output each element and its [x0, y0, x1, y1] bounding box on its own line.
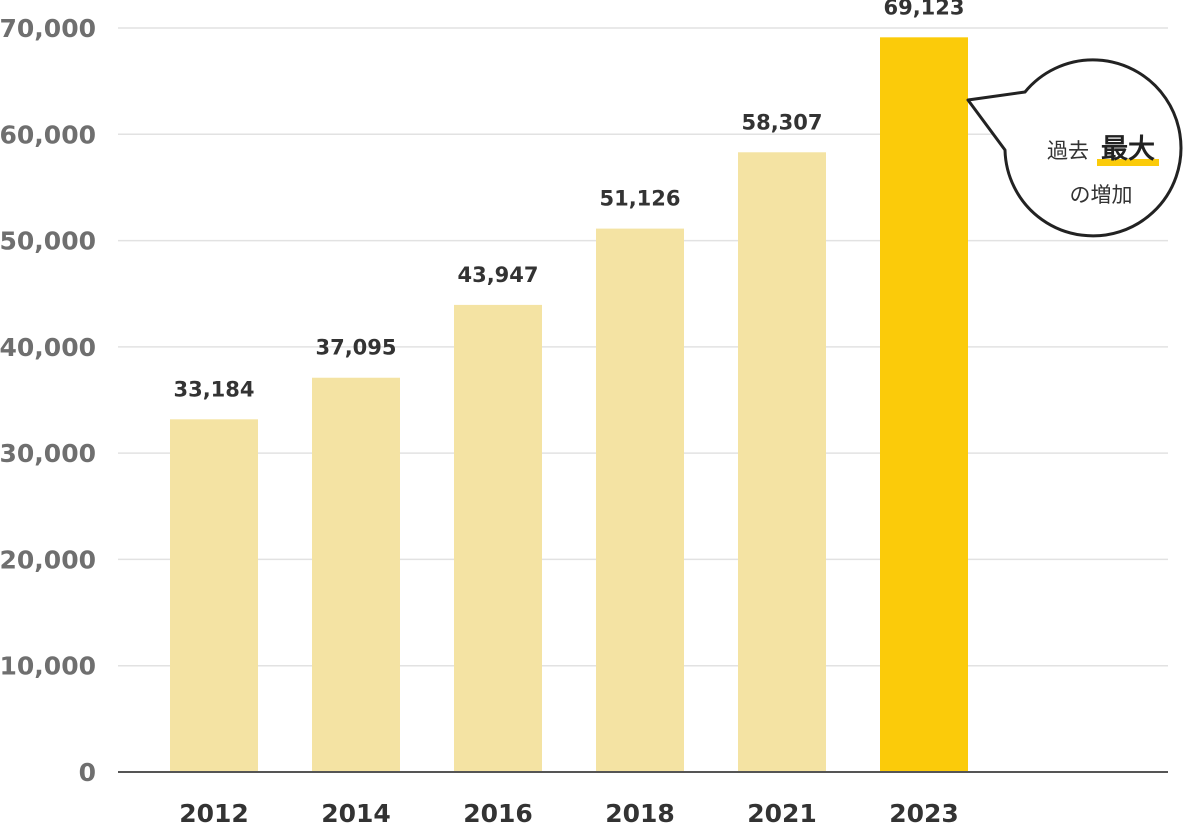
data-label: 43,947 — [457, 263, 538, 287]
bar — [312, 377, 400, 772]
y-tick-label: 40,000 — [0, 333, 96, 362]
data-label: 33,184 — [173, 377, 254, 401]
y-tick-label: 50,000 — [0, 227, 96, 256]
x-tick-label: 2014 — [321, 799, 391, 828]
data-label: 58,307 — [741, 110, 822, 134]
bar — [738, 152, 826, 772]
data-label: 69,123 — [883, 0, 964, 19]
x-tick-label: 2018 — [605, 799, 675, 828]
bar — [170, 419, 258, 772]
data-label: 37,095 — [315, 336, 396, 360]
callout-prefix: 過去 — [1047, 139, 1089, 163]
callout-emphasis: 最大 — [1101, 134, 1155, 165]
x-tick-label: 2021 — [747, 799, 817, 828]
bars — [170, 37, 968, 773]
bar-highlight — [880, 37, 968, 772]
callout-bubble: 過去 最大 の増加 — [966, 58, 1183, 238]
x-tick-label: 2012 — [179, 799, 249, 828]
y-tick-label: 10,000 — [0, 652, 96, 681]
bar — [454, 304, 542, 772]
x-tick-label: 2016 — [463, 799, 533, 828]
bar — [596, 228, 684, 773]
data-label: 51,126 — [599, 187, 680, 211]
y-tick-label: 30,000 — [0, 439, 96, 468]
y-tick-label: 0 — [79, 758, 96, 787]
x-tick-label: 2023 — [889, 799, 959, 828]
callout-bubble-shape — [966, 58, 1183, 238]
y-tick-label: 20,000 — [0, 545, 96, 574]
y-tick-label: 70,000 — [0, 14, 96, 43]
data-labels: 33,184 37,095 43,947 51,126 58,307 69,123 — [173, 0, 964, 401]
y-axis-ticks: 0 10,000 20,000 30,000 40,000 50,000 60,000 70,… — [0, 14, 96, 787]
callout-line2: の増加 — [1070, 183, 1133, 207]
callout-underline — [1097, 159, 1159, 166]
y-tick-label: 60,000 — [0, 120, 96, 149]
x-axis-ticks: 2012 2014 2016 2018 2021 2023 — [179, 799, 959, 828]
